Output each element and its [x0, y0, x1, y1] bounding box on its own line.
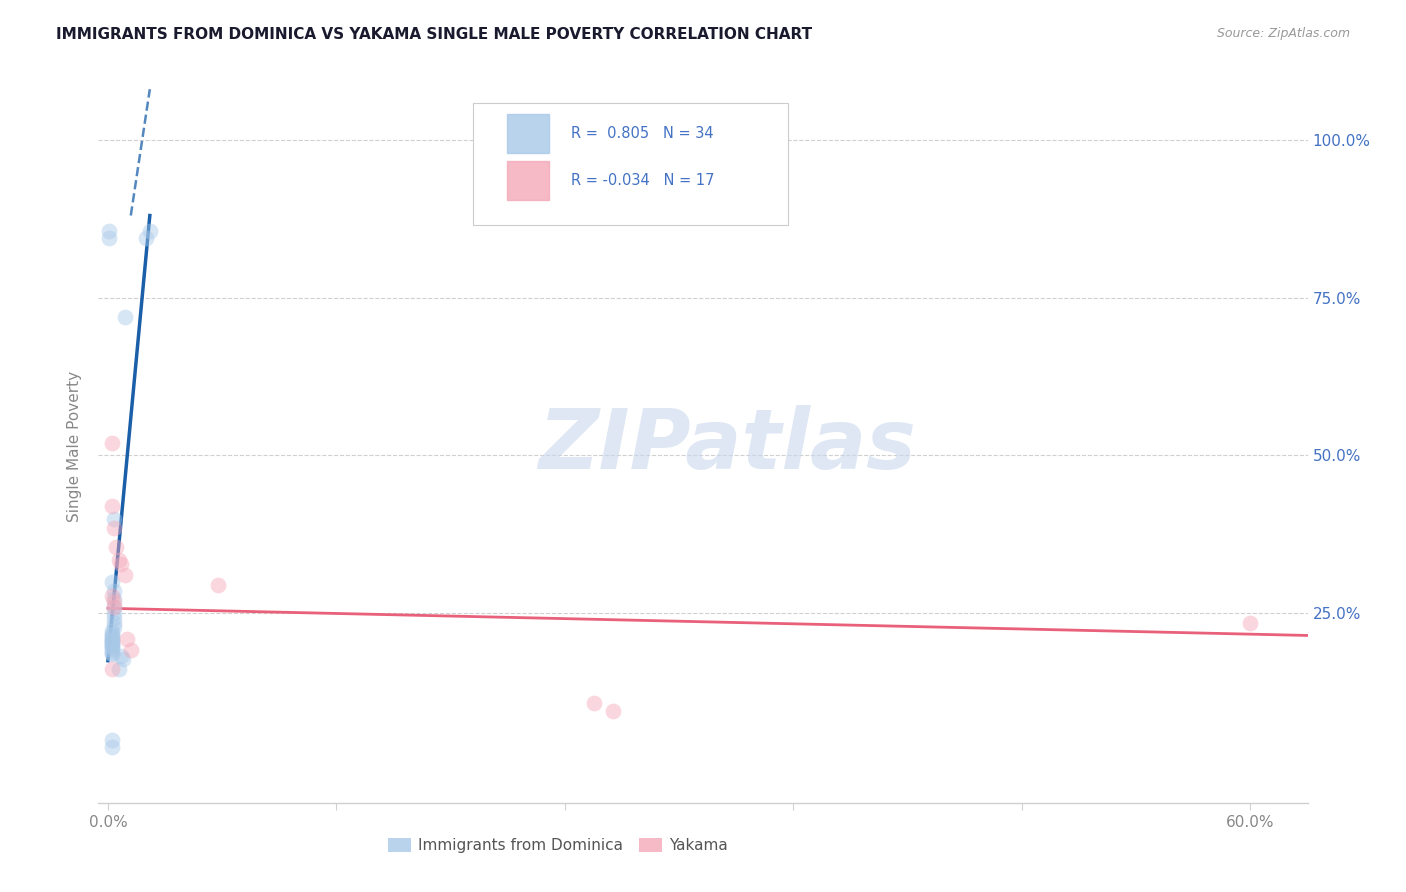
- Text: R = -0.034   N = 17: R = -0.034 N = 17: [571, 173, 714, 187]
- Point: [103, 600, 125, 615]
- Point: [103, 511, 125, 525]
- Point: [582, 696, 605, 710]
- Point: [100, 643, 122, 657]
- Point: [100, 641, 122, 656]
- Y-axis label: Single Male Poverty: Single Male Poverty: [67, 370, 83, 522]
- Point: [100, 624, 122, 638]
- Point: [103, 584, 125, 599]
- Point: [108, 552, 131, 566]
- Point: [98, 224, 121, 238]
- Point: [100, 499, 122, 513]
- Point: [103, 521, 125, 535]
- Point: [103, 620, 125, 634]
- Point: [602, 704, 624, 718]
- Point: [100, 662, 122, 676]
- Point: [103, 592, 125, 607]
- Legend: Immigrants from Dominica, Yakama: Immigrants from Dominica, Yakama: [381, 832, 734, 859]
- Point: [100, 632, 122, 646]
- Point: [98, 230, 121, 244]
- Point: [100, 635, 122, 649]
- Point: [108, 662, 131, 676]
- Point: [110, 649, 132, 664]
- Point: [100, 632, 122, 647]
- Text: R =  0.805   N = 34: R = 0.805 N = 34: [571, 127, 714, 141]
- Point: [100, 589, 122, 603]
- Point: [100, 634, 122, 648]
- Point: [104, 540, 127, 554]
- Point: [100, 648, 122, 662]
- Point: [100, 631, 122, 645]
- Point: [100, 626, 122, 640]
- Point: [103, 600, 125, 615]
- Point: [100, 732, 122, 747]
- Text: ZIPatlas: ZIPatlas: [538, 406, 917, 486]
- Point: [135, 230, 157, 244]
- FancyBboxPatch shape: [508, 161, 550, 200]
- Point: [103, 607, 125, 621]
- FancyBboxPatch shape: [474, 103, 787, 225]
- Point: [100, 628, 122, 642]
- Point: [139, 224, 162, 238]
- Point: [103, 615, 125, 630]
- Point: [115, 632, 138, 646]
- Point: [100, 637, 122, 651]
- Point: [103, 595, 125, 609]
- Point: [100, 638, 122, 652]
- Point: [120, 643, 142, 657]
- Point: [110, 557, 132, 571]
- FancyBboxPatch shape: [508, 114, 550, 153]
- Point: [1239, 615, 1261, 630]
- Point: [100, 639, 122, 653]
- Point: [100, 740, 122, 755]
- Point: [103, 611, 125, 625]
- Point: [100, 574, 122, 589]
- Point: [100, 646, 122, 660]
- Text: Source: ZipAtlas.com: Source: ZipAtlas.com: [1216, 27, 1350, 40]
- Text: IMMIGRANTS FROM DOMINICA VS YAKAMA SINGLE MALE POVERTY CORRELATION CHART: IMMIGRANTS FROM DOMINICA VS YAKAMA SINGL…: [56, 27, 813, 42]
- Point: [100, 435, 122, 450]
- Point: [207, 578, 229, 592]
- Point: [112, 652, 135, 666]
- Point: [114, 310, 136, 324]
- Point: [114, 568, 136, 582]
